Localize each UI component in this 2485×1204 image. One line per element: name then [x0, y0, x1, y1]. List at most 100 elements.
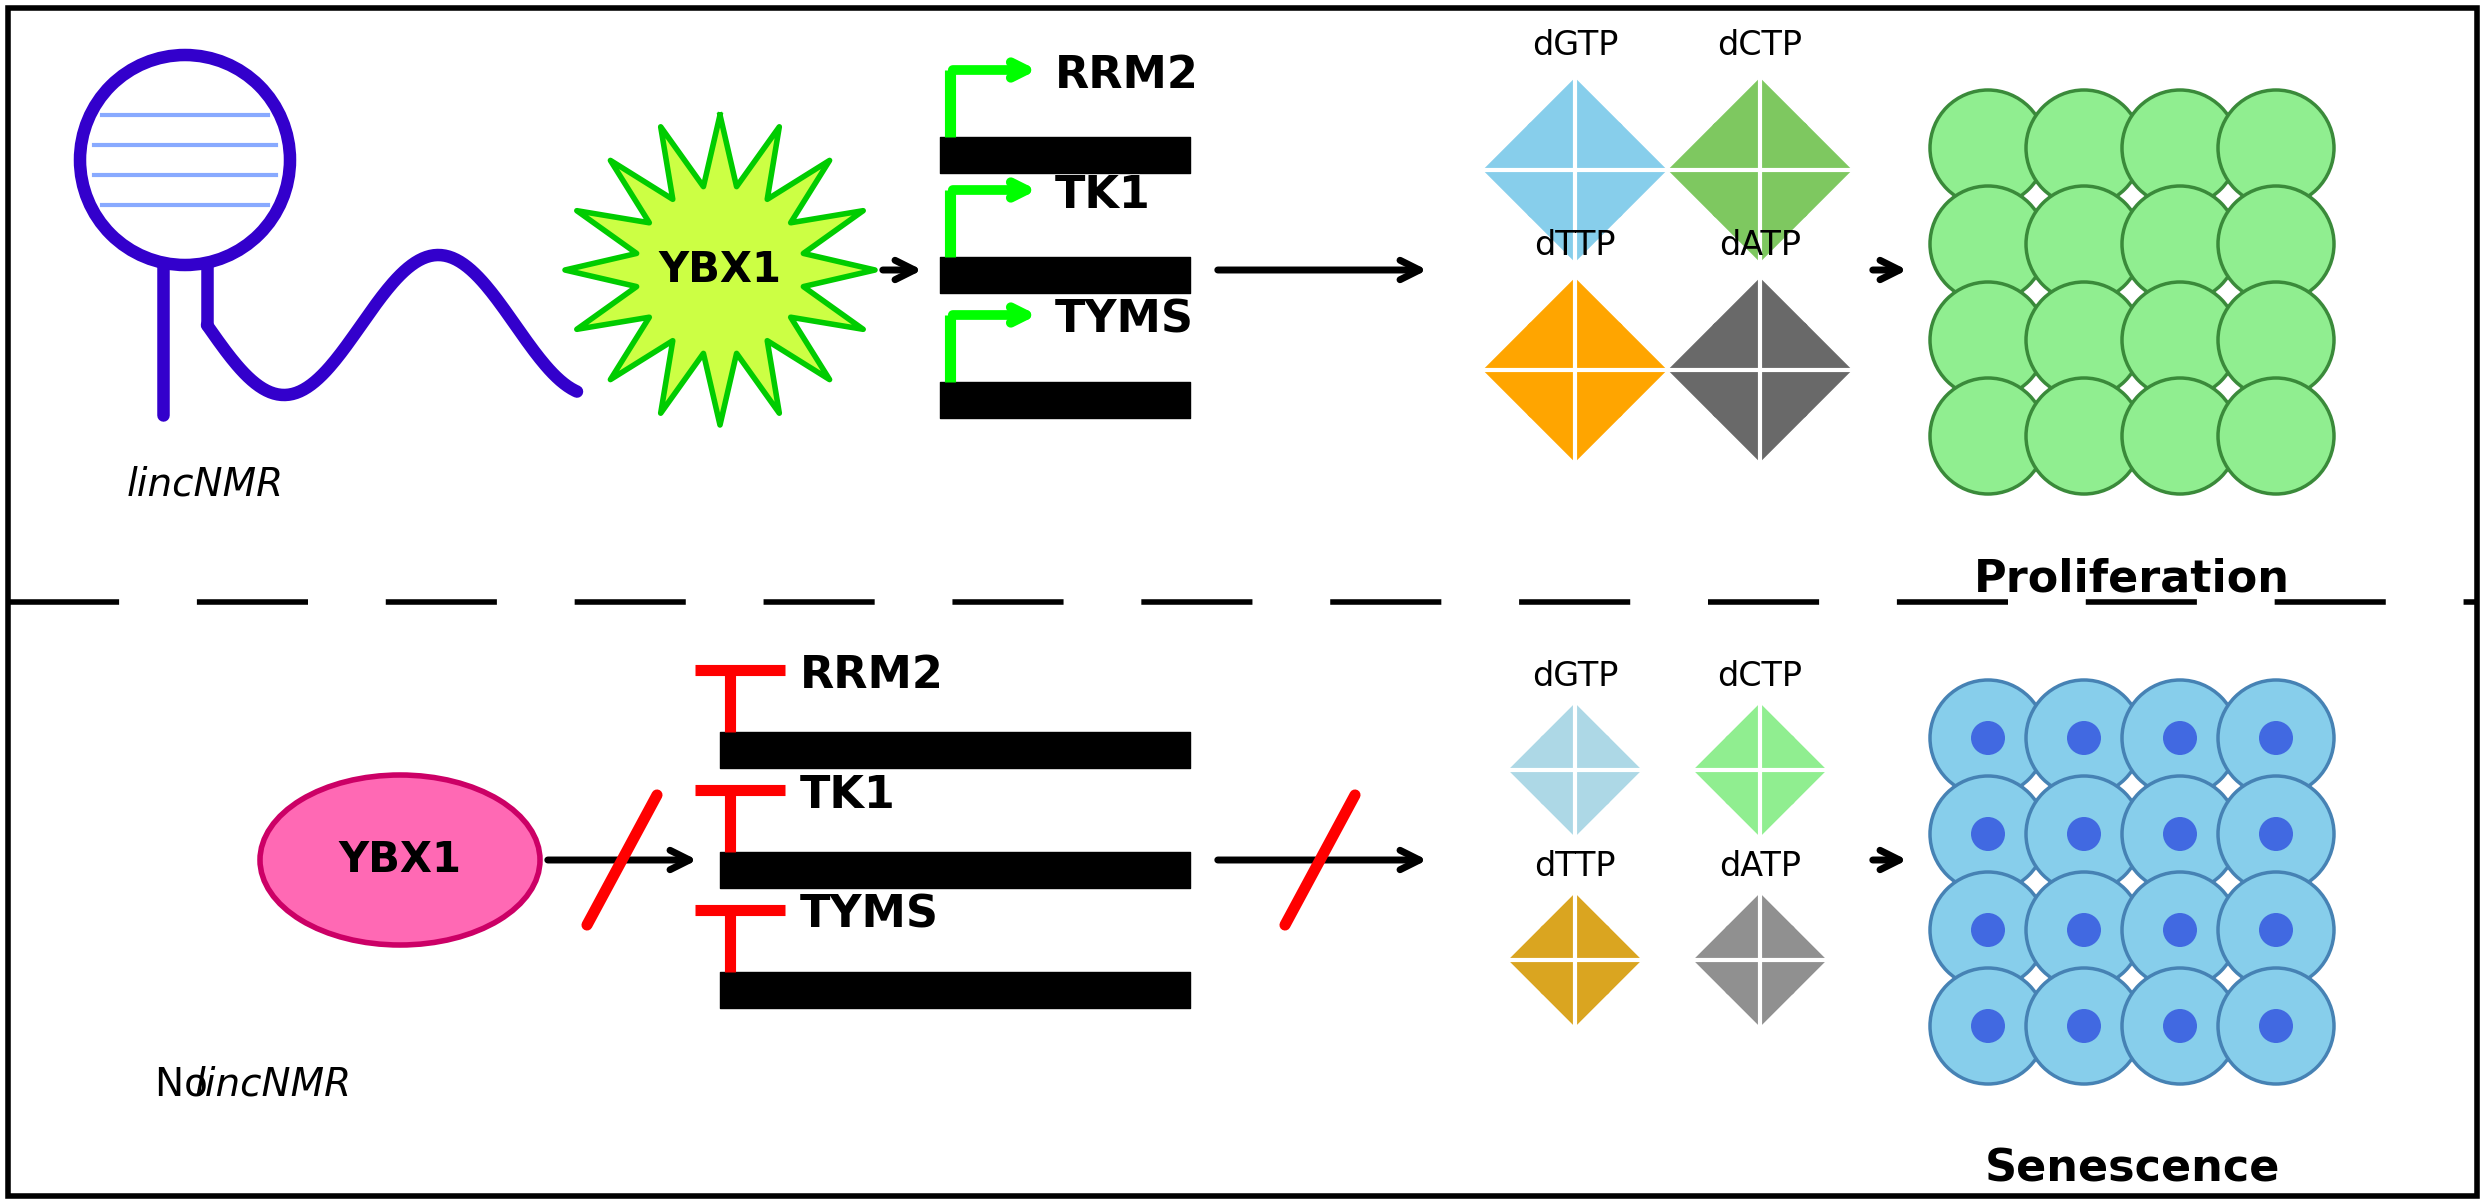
Circle shape: [2025, 777, 2142, 892]
Circle shape: [2219, 968, 2333, 1084]
Circle shape: [2025, 90, 2142, 206]
Text: dCTP: dCTP: [1717, 660, 1802, 694]
Polygon shape: [1484, 123, 1578, 217]
Circle shape: [1931, 872, 2045, 988]
Polygon shape: [1541, 895, 1608, 962]
Polygon shape: [1528, 279, 1623, 372]
Circle shape: [1931, 777, 2045, 892]
Circle shape: [1931, 680, 2045, 796]
Circle shape: [2122, 872, 2239, 988]
Polygon shape: [1541, 958, 1608, 1026]
Polygon shape: [1759, 736, 1826, 804]
Circle shape: [2219, 872, 2333, 988]
Text: lincNMR: lincNMR: [194, 1066, 353, 1104]
Polygon shape: [1712, 167, 1807, 261]
Circle shape: [2162, 1009, 2197, 1043]
Text: dCTP: dCTP: [1717, 29, 1802, 61]
Polygon shape: [1528, 78, 1623, 172]
Text: No: No: [154, 1066, 221, 1104]
Polygon shape: [1712, 279, 1807, 372]
Circle shape: [1971, 818, 2005, 851]
Circle shape: [2025, 282, 2142, 399]
Text: TYMS: TYMS: [800, 893, 939, 937]
Text: YBX1: YBX1: [659, 249, 780, 291]
Polygon shape: [1670, 123, 1762, 217]
Circle shape: [1971, 721, 2005, 755]
Polygon shape: [1695, 926, 1762, 993]
Circle shape: [2068, 1009, 2100, 1043]
Circle shape: [2259, 1009, 2294, 1043]
Circle shape: [2122, 282, 2239, 399]
Polygon shape: [1508, 926, 1575, 993]
Text: YBX1: YBX1: [338, 839, 462, 881]
Circle shape: [2219, 777, 2333, 892]
Text: dGTP: dGTP: [1531, 29, 1618, 61]
Circle shape: [2122, 378, 2239, 494]
Polygon shape: [1573, 926, 1640, 993]
Circle shape: [2068, 913, 2100, 948]
Text: Senescence: Senescence: [1986, 1147, 2279, 1190]
Polygon shape: [1757, 323, 1851, 417]
Circle shape: [2259, 721, 2294, 755]
Circle shape: [2068, 818, 2100, 851]
Polygon shape: [1541, 768, 1608, 836]
Circle shape: [1931, 378, 2045, 494]
Circle shape: [2219, 185, 2333, 302]
Text: TYMS: TYMS: [1056, 299, 1193, 342]
Polygon shape: [1727, 768, 1794, 836]
Circle shape: [2068, 721, 2100, 755]
Polygon shape: [1528, 367, 1623, 461]
Polygon shape: [1573, 323, 1667, 417]
Circle shape: [1971, 1009, 2005, 1043]
Polygon shape: [1695, 736, 1762, 804]
Text: TK1: TK1: [800, 773, 897, 816]
Text: TK1: TK1: [1056, 173, 1151, 217]
Circle shape: [2122, 777, 2239, 892]
Polygon shape: [1712, 78, 1807, 172]
Text: lincNMR: lincNMR: [127, 465, 283, 503]
Circle shape: [2219, 90, 2333, 206]
Polygon shape: [1712, 367, 1807, 461]
Circle shape: [2162, 913, 2197, 948]
Circle shape: [2025, 378, 2142, 494]
Polygon shape: [1757, 123, 1851, 217]
Polygon shape: [1670, 323, 1762, 417]
Circle shape: [1931, 968, 2045, 1084]
Circle shape: [1971, 913, 2005, 948]
Polygon shape: [1541, 704, 1608, 772]
Circle shape: [2122, 90, 2239, 206]
Circle shape: [2025, 968, 2142, 1084]
Circle shape: [2162, 818, 2197, 851]
Circle shape: [1931, 282, 2045, 399]
Circle shape: [2025, 185, 2142, 302]
Text: dATP: dATP: [1720, 850, 1802, 883]
Polygon shape: [1727, 704, 1794, 772]
Circle shape: [2122, 185, 2239, 302]
Polygon shape: [1573, 736, 1640, 804]
Polygon shape: [1528, 167, 1623, 261]
Polygon shape: [1727, 895, 1794, 962]
Polygon shape: [1508, 736, 1575, 804]
Text: RRM2: RRM2: [800, 654, 944, 696]
Text: RRM2: RRM2: [1056, 53, 1198, 96]
Circle shape: [2025, 872, 2142, 988]
Text: Proliferation: Proliferation: [1973, 557, 2291, 600]
Text: dGTP: dGTP: [1531, 660, 1618, 694]
Text: dATP: dATP: [1720, 229, 1802, 262]
Circle shape: [2025, 680, 2142, 796]
Ellipse shape: [261, 775, 539, 945]
Circle shape: [2122, 968, 2239, 1084]
Polygon shape: [564, 116, 875, 425]
Circle shape: [2219, 378, 2333, 494]
Polygon shape: [1759, 926, 1826, 993]
Text: dTTP: dTTP: [1533, 850, 1615, 883]
Circle shape: [2219, 680, 2333, 796]
Polygon shape: [1484, 323, 1578, 417]
Circle shape: [2122, 680, 2239, 796]
Circle shape: [2259, 818, 2294, 851]
Circle shape: [1931, 185, 2045, 302]
Text: dTTP: dTTP: [1533, 229, 1615, 262]
Circle shape: [1931, 90, 2045, 206]
Circle shape: [2219, 282, 2333, 399]
Polygon shape: [1727, 958, 1794, 1026]
